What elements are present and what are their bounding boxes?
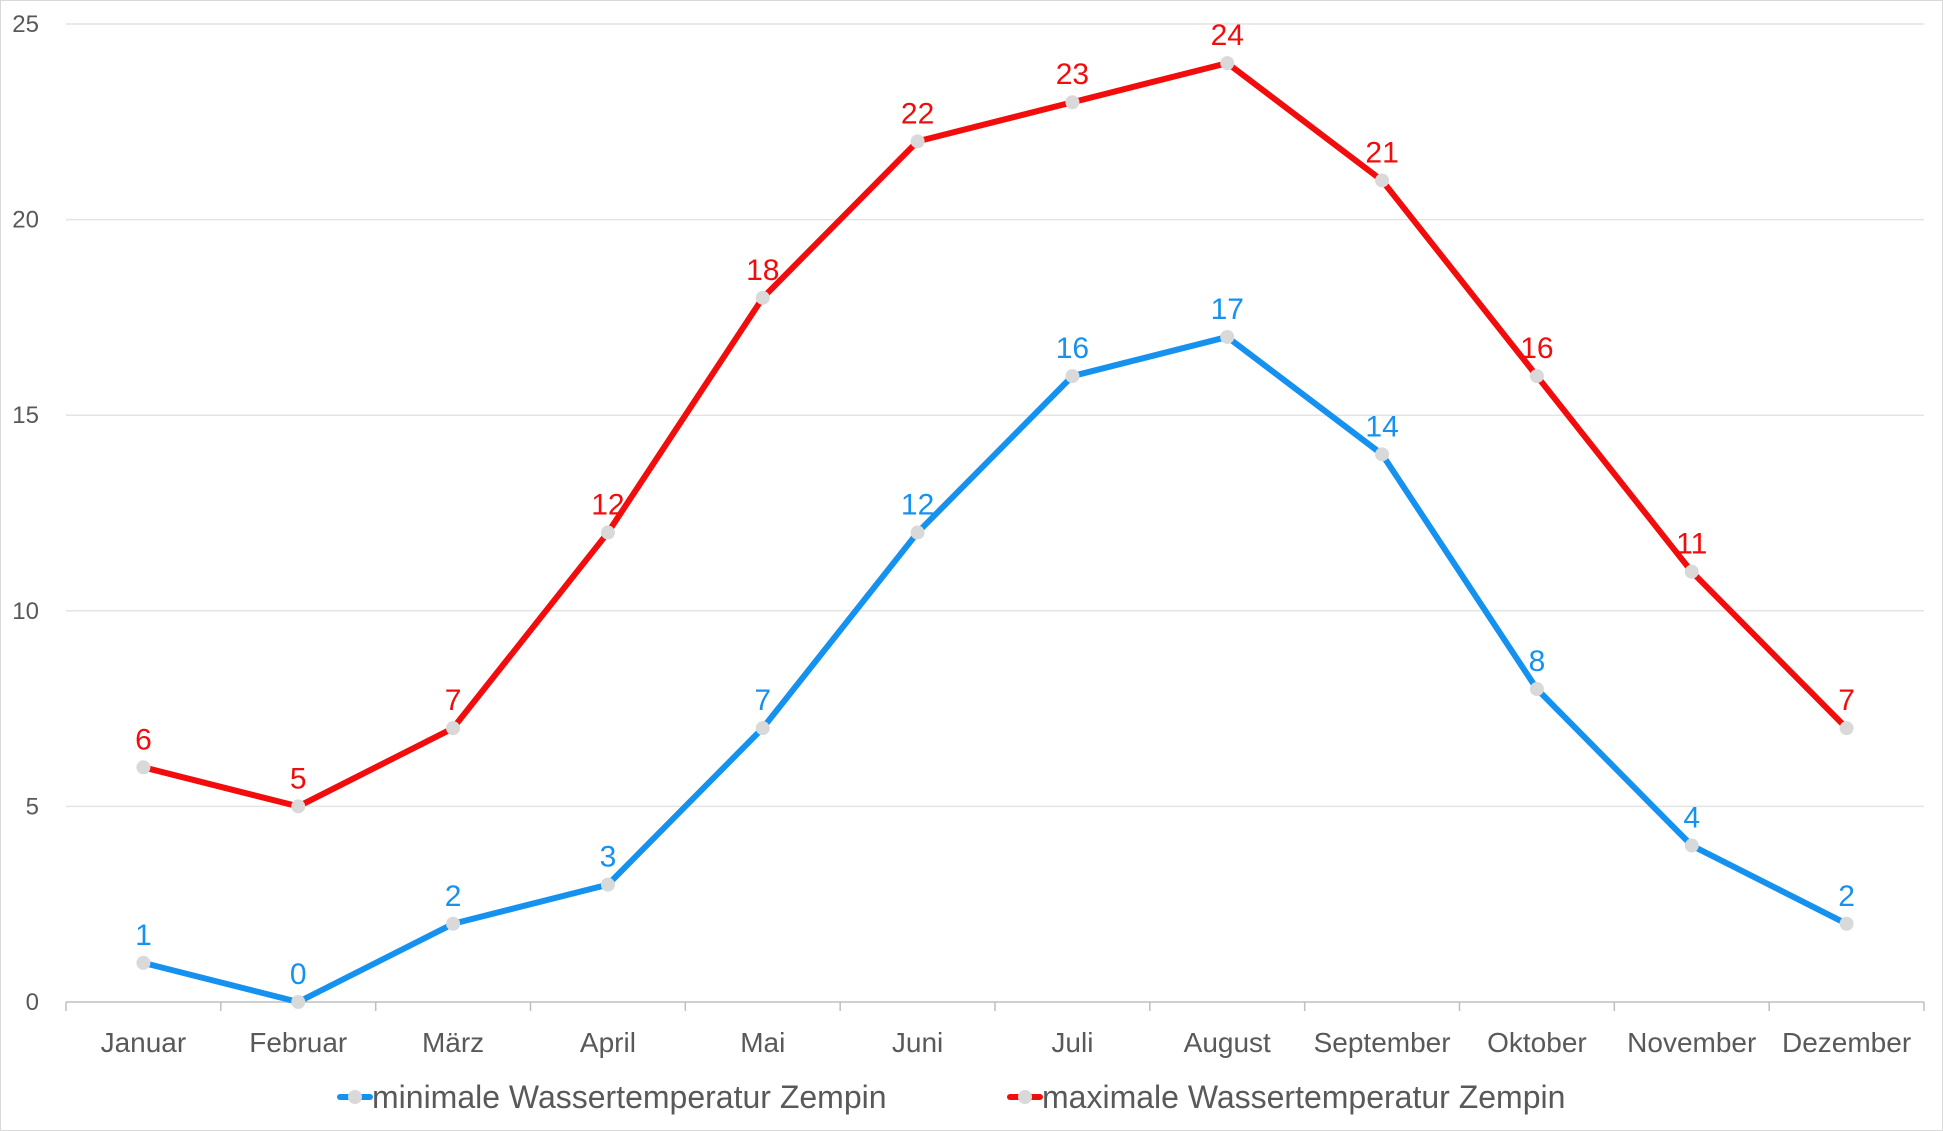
data-label: 12 <box>591 489 624 522</box>
data-point <box>1684 564 1699 579</box>
x-tick-label: April <box>580 1027 636 1058</box>
data-label: 17 <box>1211 293 1244 326</box>
data-label: 7 <box>754 684 771 717</box>
data-point <box>1375 447 1390 462</box>
data-label: 11 <box>1676 528 1707 561</box>
gridlines <box>66 23 1924 808</box>
x-tick-label: Juni <box>892 1027 943 1058</box>
x-tick-label: Juli <box>1051 1027 1093 1058</box>
x-tick-label: Dezember <box>1782 1027 1911 1058</box>
data-point <box>755 290 770 305</box>
x-tick-label: Januar <box>101 1027 187 1058</box>
data-label: 7 <box>1838 684 1855 717</box>
data-point <box>1375 173 1390 188</box>
x-tick-label: November <box>1627 1027 1756 1058</box>
legend-marker <box>1018 1090 1032 1104</box>
data-point <box>1220 56 1235 71</box>
legend-label: maximale Wassertemperatur Zempin <box>1042 1079 1565 1115</box>
series-line-2 <box>140 60 1850 810</box>
y-tick-label: 5 <box>26 793 39 820</box>
x-tick-label: Oktober <box>1487 1027 1587 1058</box>
data-point <box>600 525 615 540</box>
data-label: 14 <box>1365 410 1398 443</box>
legend: minimale Wassertemperatur Zempin maximale… <box>337 1079 1565 1115</box>
data-label: 2 <box>1838 880 1855 913</box>
x-tick-label: Februar <box>249 1027 347 1058</box>
data-label: 0 <box>290 958 307 991</box>
data-label: 23 <box>1056 58 1089 91</box>
data-label: 6 <box>135 723 152 756</box>
data-point <box>600 877 615 892</box>
data-label: 7 <box>445 684 462 717</box>
data-point <box>910 525 925 540</box>
data-point <box>446 721 461 736</box>
data-label: 24 <box>1211 19 1244 52</box>
data-label: 12 <box>901 489 934 522</box>
data-point <box>291 799 306 814</box>
legend-label: minimale Wassertemperatur Zempin <box>372 1079 887 1115</box>
data-label: 8 <box>1529 645 1546 678</box>
data-point <box>1529 369 1544 384</box>
data-label: 16 <box>1520 332 1553 365</box>
data-label: 4 <box>1683 802 1700 835</box>
data-point <box>1839 916 1854 931</box>
data-point <box>1529 682 1544 697</box>
data-point <box>910 134 925 149</box>
data-point <box>136 760 151 775</box>
data-point <box>1684 838 1699 853</box>
data-label: 22 <box>901 97 934 130</box>
x-tick-label: August <box>1184 1027 1271 1058</box>
data-point <box>291 995 306 1009</box>
data-point <box>1065 95 1080 110</box>
data-label: 5 <box>290 762 307 795</box>
y-tick-label: 25 <box>12 11 39 38</box>
data-label: 21 <box>1365 136 1398 169</box>
data-point <box>136 955 151 970</box>
data-point <box>1065 369 1080 384</box>
y-tick-label: 10 <box>12 598 39 625</box>
data-point <box>1839 721 1854 736</box>
y-tick-label: 20 <box>12 207 39 234</box>
y-axis-ticks: 0 5 10 15 20 25 <box>12 11 39 1016</box>
data-point <box>755 721 770 736</box>
data-label: 2 <box>445 880 462 913</box>
x-tick-label: September <box>1314 1027 1451 1058</box>
legend-marker <box>348 1090 362 1104</box>
data-point <box>446 916 461 931</box>
data-label: 18 <box>746 254 779 287</box>
y-tick-label: 15 <box>12 402 39 429</box>
data-label: 16 <box>1056 332 1089 365</box>
series-group <box>136 56 1854 1009</box>
data-point <box>1220 329 1235 344</box>
x-tick-label: Mai <box>740 1027 785 1058</box>
x-axis: Januar Februar März April Mai Juni Juli August S… <box>65 1001 1925 1058</box>
data-label: 1 <box>135 919 152 952</box>
x-tick-label: März <box>422 1027 484 1058</box>
y-tick-label: 0 <box>26 989 39 1016</box>
series-line-1 <box>140 333 1850 1005</box>
data-label: 3 <box>600 841 617 874</box>
